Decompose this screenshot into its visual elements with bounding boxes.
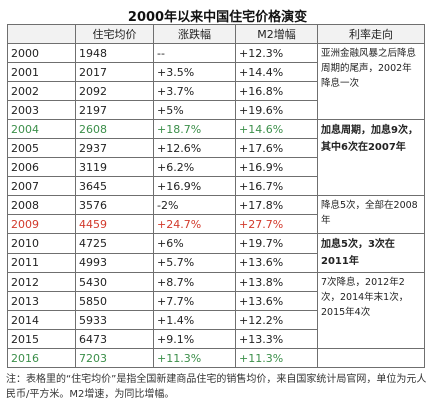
table-row: 2009 4459 +24.7% +27.7%	[7, 214, 425, 234]
cell-price: 4993	[75, 252, 154, 273]
cell-price: 7203	[75, 348, 154, 368]
cell-change: +18.7%	[153, 119, 236, 139]
cell-m2: +16.8%	[235, 81, 318, 101]
cell-m2: +13.8%	[235, 272, 318, 292]
cell-year: 2004	[7, 119, 76, 139]
cell-m2: +14.6%	[235, 119, 318, 139]
cell-year: 2009	[7, 214, 76, 234]
table-row: 2016 7203 +11.3% +11.3%	[7, 348, 425, 368]
table-row: 2005 2937 +12.6% +17.6%	[7, 138, 425, 158]
cell-m2: +12.2%	[235, 310, 318, 330]
cell-m2: +19.7%	[235, 233, 318, 254]
note-cell: 降息5次，全部在2008年	[317, 195, 425, 234]
cell-m2: +16.9%	[235, 157, 318, 177]
cell-price: 3576	[75, 195, 154, 215]
table-row: 2000 1948 -- +12.3% 亚洲金融风暴之后降息周期的尾声，2002…	[7, 43, 425, 120]
cell-year: 2012	[7, 272, 76, 292]
cell-year: 2003	[7, 100, 76, 120]
cell-price: 2608	[75, 119, 154, 139]
cell-year: 2008	[7, 195, 76, 215]
cell-price: 4725	[75, 233, 154, 254]
housing-price-table: 住宅均价 涨跌幅 M2增幅 利率走向 2000 1948 -- +12.3% 亚…	[7, 24, 425, 368]
cell-price: 2017	[75, 62, 154, 82]
cell-price: 5430	[75, 272, 154, 292]
table-row: 2003 2197 +5% +19.6%	[7, 100, 425, 120]
cell-price: 3119	[75, 157, 154, 177]
note-cell: 7次降息，2012年2次，2014年末1次，2015年4次	[317, 272, 425, 349]
cell-year: 2015	[7, 329, 76, 349]
table-row: 2013 5850 +7.7% +13.6%	[7, 291, 425, 311]
table-row: 2006 3119 +6.2% +16.9%	[7, 157, 425, 177]
cell-change: --	[153, 43, 236, 63]
empty-note-cell	[317, 348, 425, 368]
cell-change: +11.3%	[153, 348, 236, 368]
cell-change: +7.7%	[153, 291, 236, 311]
header-m2: M2增幅	[235, 24, 318, 44]
cell-change: +5%	[153, 100, 236, 120]
cell-year: 2010	[7, 233, 76, 254]
cell-year: 2006	[7, 157, 76, 177]
cell-change: +16.9%	[153, 176, 236, 196]
note-cell: 亚洲金融风暴之后降息周期的尾声，2002年降息一次	[317, 43, 425, 120]
cell-m2: +13.6%	[235, 252, 318, 273]
cell-year: 2013	[7, 291, 76, 311]
header-change: 涨跌幅	[153, 24, 236, 44]
note-cell: 加息5次，3次在2011年	[317, 233, 425, 273]
table-row: 2004 2608 +18.7% +14.6% 加息周期，加息9次，其中6次在2…	[7, 119, 425, 196]
cell-change: +24.7%	[153, 214, 236, 234]
cell-price: 3645	[75, 176, 154, 196]
header-interest: 利率走向	[317, 24, 425, 44]
page-title: 2000年以来中国住宅价格演变	[127, 10, 308, 25]
cell-price: 5850	[75, 291, 154, 311]
table-row: 2014 5933 +1.4% +12.2%	[7, 310, 425, 330]
cell-year: 2001	[7, 62, 76, 82]
cell-m2: +11.3%	[235, 348, 318, 368]
cell-m2: +14.4%	[235, 62, 318, 82]
cell-change: +6%	[153, 233, 236, 254]
cell-year: 2005	[7, 138, 76, 158]
cell-change: +8.7%	[153, 272, 236, 292]
table-header-row: 住宅均价 涨跌幅 M2增幅 利率走向	[7, 24, 425, 44]
cell-price: 2937	[75, 138, 154, 158]
cell-year: 2002	[7, 81, 76, 101]
cell-change: +12.6%	[153, 138, 236, 158]
cell-year: 2016	[7, 348, 76, 368]
cell-change: +5.7%	[153, 252, 236, 273]
footnote: 注：表格里的“住宅均价”是指全国新建商品住宅的销售均价，来自国家统计局官网，单位…	[6, 374, 427, 400]
cell-price: 2092	[75, 81, 154, 101]
cell-price: 5933	[75, 310, 154, 330]
cell-year: 2011	[7, 252, 76, 273]
cell-year: 2000	[7, 43, 76, 63]
table-row: 2012 5430 +8.7% +13.8% 7次降息，2012年2次，2014…	[7, 272, 425, 349]
cell-m2: +12.3%	[235, 43, 318, 63]
table-row: 2008 3576 -2% +17.8% 降息5次，全部在2008年	[7, 195, 425, 234]
cell-price: 2197	[75, 100, 154, 120]
cell-price: 4459	[75, 214, 154, 234]
cell-m2: +17.6%	[235, 138, 318, 158]
header-price: 住宅均价	[75, 24, 154, 44]
cell-price: 1948	[75, 43, 154, 63]
cell-change: +3.7%	[153, 81, 236, 101]
cell-change: +1.4%	[153, 310, 236, 330]
cell-change: +9.1%	[153, 329, 236, 349]
cell-m2: +16.7%	[235, 176, 318, 196]
cell-m2: +27.7%	[235, 214, 318, 234]
table-row: 2010 4725 +6% +19.7% 加息5次，3次在2011年	[7, 233, 425, 273]
cell-m2: +17.8%	[235, 195, 318, 215]
cell-change: +6.2%	[153, 157, 236, 177]
cell-m2: +13.6%	[235, 291, 318, 311]
note-cell: 加息周期，加息9次，其中6次在2007年	[317, 119, 425, 196]
cell-change: -2%	[153, 195, 236, 215]
cell-year: 2014	[7, 310, 76, 330]
header-year	[7, 24, 76, 44]
cell-change: +3.5%	[153, 62, 236, 82]
cell-m2: +13.3%	[235, 329, 318, 349]
cell-price: 6473	[75, 329, 154, 349]
cell-year: 2007	[7, 176, 76, 196]
table-row: 2007 3645 +16.9% +16.7%	[7, 176, 425, 196]
cell-m2: +19.6%	[235, 100, 318, 120]
